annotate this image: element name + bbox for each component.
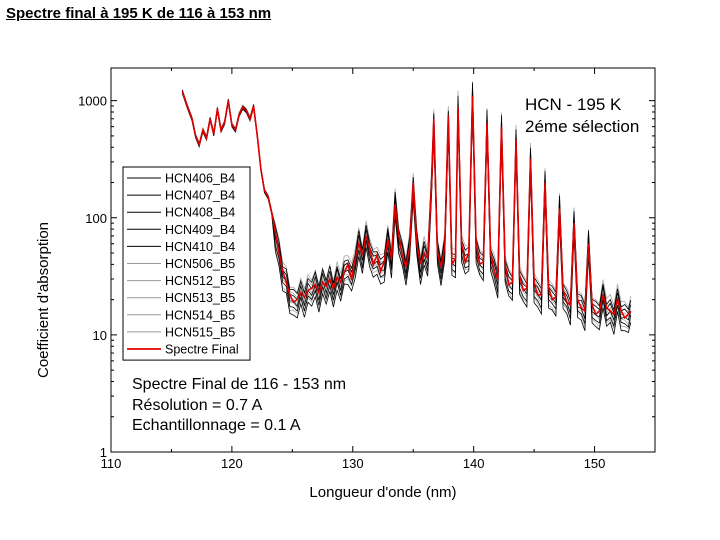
x-tick-label: 150 — [584, 456, 606, 471]
annotation-spectrum-range: Spectre Final de 116 - 153 nm — [132, 376, 346, 393]
legend-label: Spectre Final — [165, 343, 239, 357]
x-tick-label: 130 — [342, 456, 364, 471]
x-tick-label: 140 — [463, 456, 485, 471]
x-tick-label: 120 — [221, 456, 243, 471]
legend: HCN406_B4 HCN407_B4 HCN408_B4 HCN409_B4 HCN4… — [122, 166, 251, 361]
series-line-spectre-final — [181, 91, 632, 320]
legend-label: HCN406_B4 — [165, 172, 235, 186]
legend-label: HCN515_B5 — [165, 325, 235, 339]
y-tick-label: 1 — [100, 445, 107, 460]
legend-label: HCN506_B5 — [165, 257, 235, 271]
y-tick-label: 100 — [85, 211, 107, 226]
y-tick-label: 10 — [93, 328, 107, 343]
series-group — [181, 81, 632, 335]
legend-label: HCN408_B4 — [165, 206, 235, 220]
x-tick-label: 110 — [101, 456, 122, 471]
legend-label: HCN514_B5 — [165, 308, 235, 322]
annotation-sampling: Echantillonnage = 0.1 A — [132, 417, 301, 434]
page-title: Spectre final à 195 K de 116 à 153 nm — [6, 5, 272, 22]
legend-label: HCN409_B4 — [165, 223, 235, 237]
plot-frame — [110, 67, 656, 453]
y-tick-label: 1000 — [78, 94, 107, 109]
annotation-title-line-2: 2éme sélection — [525, 117, 639, 136]
annotation-settings: Spectre Final de 116 - 153 nm Résolution… — [132, 376, 346, 434]
y-axis-title: Coefficient d'absorption — [35, 222, 52, 378]
annotation-resolution: Résolution = 0.7 A — [132, 397, 263, 414]
legend-label: HCN513_B5 — [165, 291, 235, 305]
x-axis-title: Longueur d'onde (nm) — [309, 484, 456, 501]
annotation-title-line-1: HCN - 195 K — [525, 95, 622, 114]
annotation-hcn: HCN - 195 K 2éme sélection — [525, 95, 639, 136]
legend-label: HCN410_B4 — [165, 240, 235, 254]
legend-label: HCN407_B4 — [165, 189, 235, 203]
legend-label: HCN512_B5 — [165, 274, 235, 288]
